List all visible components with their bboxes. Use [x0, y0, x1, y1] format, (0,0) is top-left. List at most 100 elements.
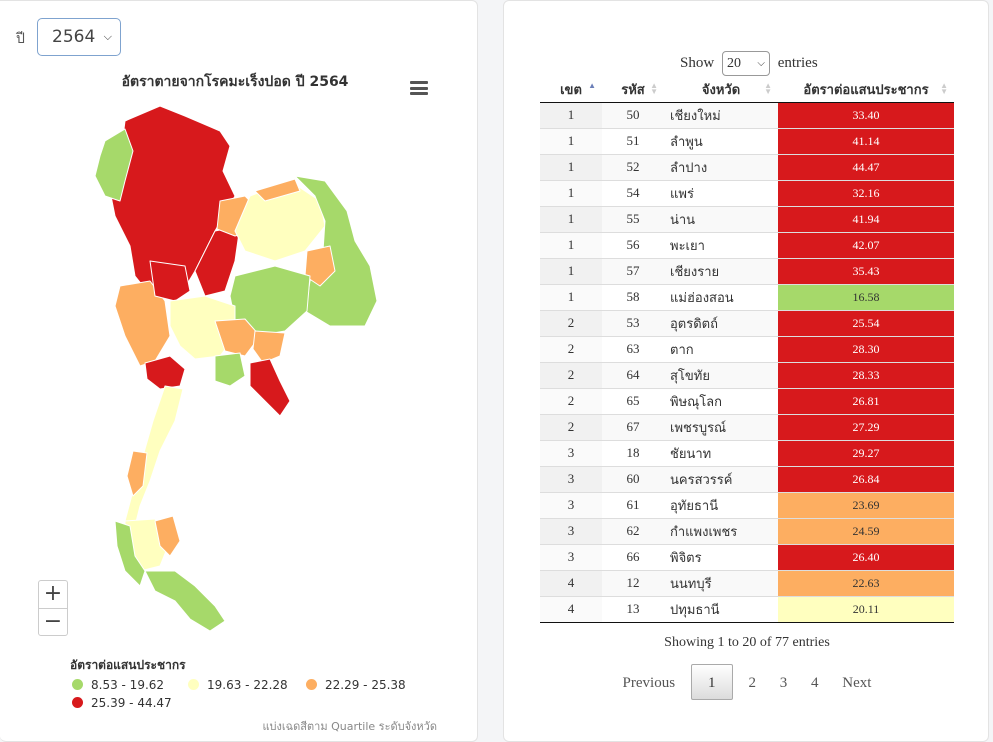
hamburger-menu-icon[interactable] [410, 81, 428, 95]
table-row: 1 58 แม่ฮ่องสอน 16.58 [540, 283, 954, 310]
cell-zone: 1 [540, 127, 602, 154]
cell-rate: 28.33 [778, 361, 954, 388]
cell-code: 64 [602, 361, 664, 388]
cell-rate: 16.58 [778, 283, 954, 310]
cell-province: สุโขทัย [664, 361, 778, 388]
cell-province: แม่ฮ่องสอน [664, 283, 778, 310]
map-region [249, 358, 291, 417]
column-header-province[interactable]: จังหวัด ▲ ▼ [664, 77, 778, 103]
legend-item: 25.39 - 44.47 [72, 696, 172, 710]
cell-province: พิษณุโลก [664, 387, 778, 414]
cell-code: 50 [602, 101, 664, 128]
table-row: 1 52 ลำปาง 44.47 [540, 153, 954, 180]
pagination-page[interactable]: 1 [690, 664, 733, 700]
cell-zone: 2 [540, 361, 602, 388]
data-table: เขต ▲ รหัส ▲ ▼ จังหวัด ▲ ▼ อัตราต่อแสนประชากร… [540, 77, 954, 623]
table-row: 3 60 นครสวรรค์ 26.84 [540, 465, 954, 492]
cell-zone: 1 [540, 205, 602, 232]
table-row: 1 51 ลำพูน 41.14 [540, 127, 954, 154]
cell-zone: 2 [540, 387, 602, 414]
cell-code: 51 [602, 127, 664, 154]
cell-province: อุตรดิตถ์ [664, 309, 778, 336]
legend-item: 22.29 - 25.38 [306, 678, 406, 692]
pagination-previous[interactable]: Previous [622, 675, 676, 691]
legend-swatch [188, 679, 199, 690]
map-region [94, 128, 134, 202]
table-row: 2 63 ตาก 28.30 [540, 335, 954, 362]
cell-code: 56 [602, 231, 664, 258]
map-region [294, 175, 378, 327]
pagination-next[interactable]: Next [842, 675, 872, 691]
legend-swatch [306, 679, 317, 690]
legend-item: 19.63 - 22.28 [188, 678, 288, 692]
cell-rate: 32.16 [778, 179, 954, 206]
pagination-page[interactable]: 4 [811, 675, 819, 691]
cell-province: ลำปาง [664, 153, 778, 180]
map-region [229, 265, 311, 337]
cell-rate: 27.29 [778, 413, 954, 440]
cell-province: พิจิตร [664, 543, 778, 570]
cell-zone: 2 [540, 413, 602, 440]
cell-code: 58 [602, 283, 664, 310]
entries-select-value: 20 [726, 56, 741, 71]
table-row: 1 55 น่าน 41.94 [540, 205, 954, 232]
table-panel: Show 20 ⌵ entries เขต ▲ รหัส ▲ ▼ จังหวัด ▲ ▼ … [503, 0, 989, 742]
map-region [149, 260, 191, 302]
year-select[interactable]: 2564 ⌵ [37, 18, 121, 56]
cell-zone: 4 [540, 595, 602, 623]
cell-rate: 26.84 [778, 465, 954, 492]
table-row: 2 53 อุตรดิตถ์ 25.54 [540, 309, 954, 336]
column-header-zone[interactable]: เขต ▲ [540, 77, 602, 103]
map-region [154, 515, 181, 557]
table-row: 2 65 พิษณุโลก 26.81 [540, 387, 954, 414]
map-region [124, 385, 184, 527]
cell-code: 63 [602, 335, 664, 362]
thailand-choropleth-map [94, 105, 378, 632]
table-row: 1 56 พะเยา 42.07 [540, 231, 954, 258]
entries-select[interactable]: 20 ⌵ [721, 51, 770, 76]
column-header-code[interactable]: รหัส ▲ ▼ [602, 77, 664, 103]
legend-swatch [72, 697, 83, 708]
cell-zone: 3 [540, 465, 602, 492]
cell-province: ปทุมธานี [664, 595, 778, 623]
sort-icon: ▲ ▼ [940, 81, 948, 96]
cell-zone: 1 [540, 101, 602, 128]
table-row: 1 50 เชียงใหม่ 33.40 [540, 101, 954, 128]
cell-rate: 23.69 [778, 491, 954, 518]
cell-code: 67 [602, 413, 664, 440]
cell-rate: 29.27 [778, 439, 954, 466]
cell-zone: 1 [540, 283, 602, 310]
map-region [214, 318, 261, 357]
cell-rate: 25.54 [778, 309, 954, 336]
cell-zone: 3 [540, 491, 602, 518]
legend-item: 8.53 - 19.62 [72, 678, 164, 692]
table-row: 3 66 พิจิตร 26.40 [540, 543, 954, 570]
sort-icon: ▲ ▼ [764, 81, 772, 96]
zoom-in-button[interactable]: + [38, 580, 68, 608]
cell-province: เพชรบูรณ์ [664, 413, 778, 440]
cell-code: 54 [602, 179, 664, 206]
cell-rate: 24.59 [778, 517, 954, 544]
cell-rate: 26.40 [778, 543, 954, 570]
cell-rate: 26.81 [778, 387, 954, 414]
cell-province: ลำพูน [664, 127, 778, 154]
sort-asc-icon: ▲ [588, 81, 596, 90]
pagination-page[interactable]: 3 [779, 675, 788, 691]
cell-zone: 2 [540, 335, 602, 362]
zoom-out-button[interactable]: − [38, 608, 68, 636]
cell-zone: 4 [540, 569, 602, 596]
cell-zone: 1 [540, 179, 602, 206]
table-row: 2 67 เพชรบูรณ์ 27.29 [540, 413, 954, 440]
cell-rate: 20.11 [778, 595, 954, 623]
cell-rate: 35.43 [778, 257, 954, 284]
table-row: 1 57 เชียงราย 35.43 [540, 257, 954, 284]
column-header-rate[interactable]: อัตราต่อแสนประชากร ▲ ▼ [778, 77, 954, 103]
pagination-page[interactable]: 2 [748, 675, 757, 691]
table-row: 3 61 อุทัยธานี 23.69 [540, 491, 954, 518]
pagination: Previous 1 2 3 4 Next [504, 664, 990, 701]
legend-footnote: แบ่งเฉดสีตาม Quartile ระดับจังหวัด [262, 720, 437, 733]
cell-code: 55 [602, 205, 664, 232]
cell-rate: 22.63 [778, 569, 954, 596]
table-row: 3 18 ชัยนาท 29.27 [540, 439, 954, 466]
cell-zone: 3 [540, 517, 602, 544]
